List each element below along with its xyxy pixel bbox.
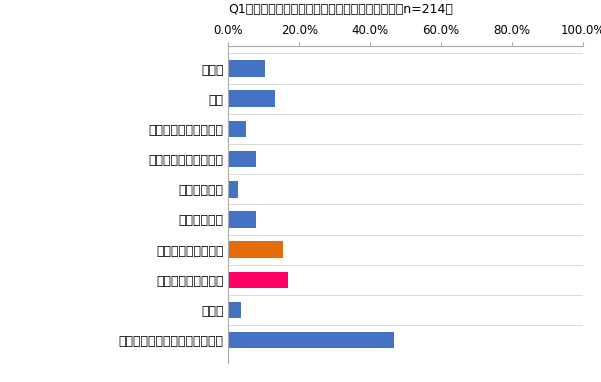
Text: Q1「唇」の形にコンプレックスはありますか？（n=214）: Q1「唇」の形にコンプレックスはありますか？（n=214） [228, 3, 453, 16]
Bar [228, 241, 283, 258]
Bar [228, 181, 239, 197]
Bar [228, 272, 288, 288]
Bar [228, 151, 257, 167]
Bar [228, 302, 242, 318]
Bar [228, 60, 265, 77]
Bar [228, 332, 394, 348]
Bar [228, 121, 246, 137]
Bar [228, 91, 275, 107]
Bar [228, 211, 257, 228]
